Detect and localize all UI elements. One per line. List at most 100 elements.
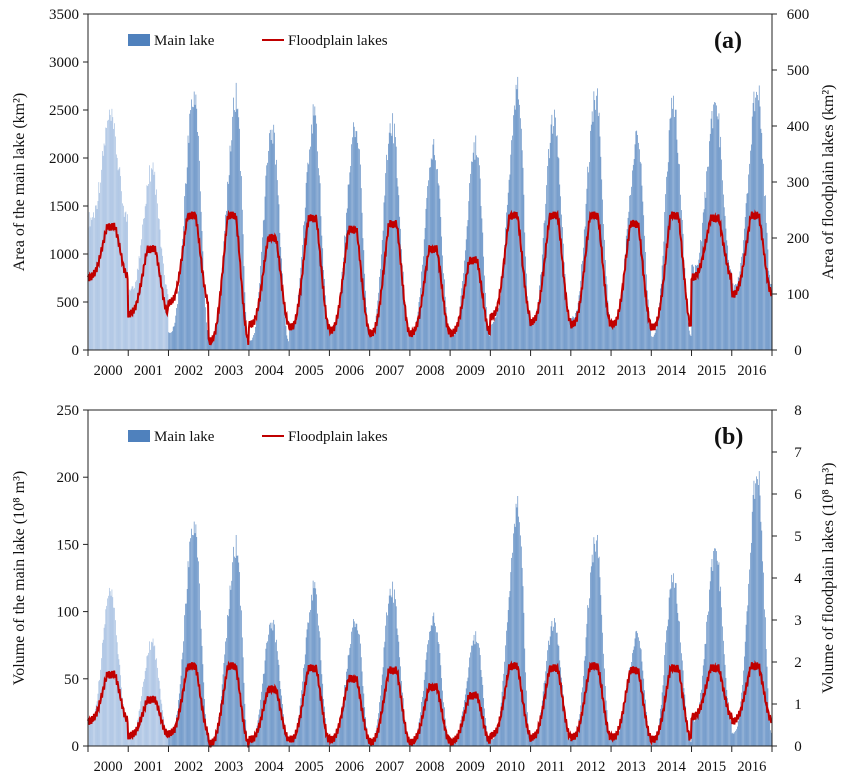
main-lake-bar [661,265,663,350]
main-lake-bar [346,668,348,746]
main-lake-bar [709,133,711,350]
main-lake-bar [282,273,283,350]
main-lake-bar [308,164,310,350]
main-lake-bar [171,734,173,746]
main-lake-bar [716,551,717,746]
main-lake-bar [197,557,198,746]
main-lake-bar [494,735,496,746]
main-lake-bar [288,742,289,746]
main-lake-bar [467,677,469,746]
main-lake-bar [407,326,408,350]
main-lake-bar [203,271,205,350]
main-lake-bar [198,561,199,746]
main-lake-bar [138,256,140,350]
main-lake-bar [489,336,491,350]
main-lake-bar [159,229,161,350]
main-lake-bar [457,322,458,350]
main-lake-bar [527,725,529,746]
main-lake-bar [564,274,566,350]
main-lake-bar [660,288,661,350]
main-lake-bar [231,140,233,350]
main-lake-bar [581,264,582,350]
left-tick-label: 0 [72,343,80,359]
main-lake-bar [727,245,729,350]
main-lake-bar [618,733,619,746]
main-lake-bar [668,130,670,350]
main-lake-bar [150,181,151,350]
main-lake-bar [201,645,203,746]
main-lake-bar [762,158,764,350]
main-lake-bar [241,610,242,746]
main-lake-bar [514,109,516,351]
main-lake-bar [552,630,554,746]
main-lake-bar [242,657,244,746]
main-lake-bar [183,641,184,746]
main-lake-bar [678,163,680,350]
main-lake-bar [281,695,282,746]
main-lake-bar [115,635,117,746]
main-lake-bar [298,715,300,746]
panel-b-year-ticks: 2000 2001 2002 2003 2004 2005 2006 2007 2008 2009… [87,746,773,775]
main-lake-bar [609,317,610,350]
main-lake-bar [758,485,759,746]
main-lake-bar [604,239,605,350]
main-lake-bar [420,712,422,746]
main-lake-bar [695,265,697,350]
main-lake-bar [346,212,347,350]
main-lake-bar [276,159,277,350]
right-tick-label: 100 [787,287,810,303]
main-lake-bar [624,258,625,350]
main-lake-bar [480,205,482,350]
main-lake-bar [723,194,724,350]
year-tick-label: 2006 [335,363,364,379]
main-lake-bar [577,725,579,746]
main-lake-bar [97,201,99,350]
main-lake-bar [311,124,312,350]
main-lake-bar [459,306,461,350]
main-lake-bar [498,308,499,350]
main-lake-bar [202,251,204,350]
main-lake-bar [683,688,685,746]
main-lake-bar [178,700,179,746]
main-lake-bar [199,610,201,746]
main-lake-bar [139,258,141,350]
main-lake-bar [129,735,131,746]
main-lake-bar [478,165,480,350]
main-lake-bar [117,170,119,350]
main-lake-bar [733,289,735,350]
main-lake-bar [614,320,616,350]
main-lake-bar [465,239,467,350]
main-lake-bar [157,218,159,350]
main-lake-bar [758,471,760,746]
main-lake-bar [130,288,132,350]
year-tick-label: 2004 [255,759,285,775]
main-lake-bar [348,184,350,350]
year-tick-label: 2013 [617,363,646,379]
main-lake-bar [695,718,696,746]
main-lake-bar [115,620,116,746]
main-lake-bar [573,317,575,350]
main-lake-bar [309,149,310,350]
main-lake-bar [430,167,431,350]
main-lake-bar [516,89,518,350]
main-lake-bar [674,109,676,351]
main-lake-bar [709,589,710,746]
main-lake-bar [682,233,684,350]
main-lake-bar [339,301,340,350]
main-lake-bar [621,720,623,746]
main-lake-bar [548,158,550,350]
main-lake-bar [173,326,175,350]
main-lake-bar [490,323,491,350]
main-lake-bar [343,697,345,746]
main-lake-bar [95,704,97,746]
main-lake-bar [595,109,596,350]
main-lake-bar [543,223,545,350]
right-tick-label: 4 [794,571,802,587]
main-lake-bar [688,322,689,350]
main-lake-bar [457,317,459,350]
main-lake-bar [752,494,754,746]
main-lake-bar [504,244,505,350]
main-lake-bar [487,328,489,350]
main-lake-bar [128,294,129,350]
